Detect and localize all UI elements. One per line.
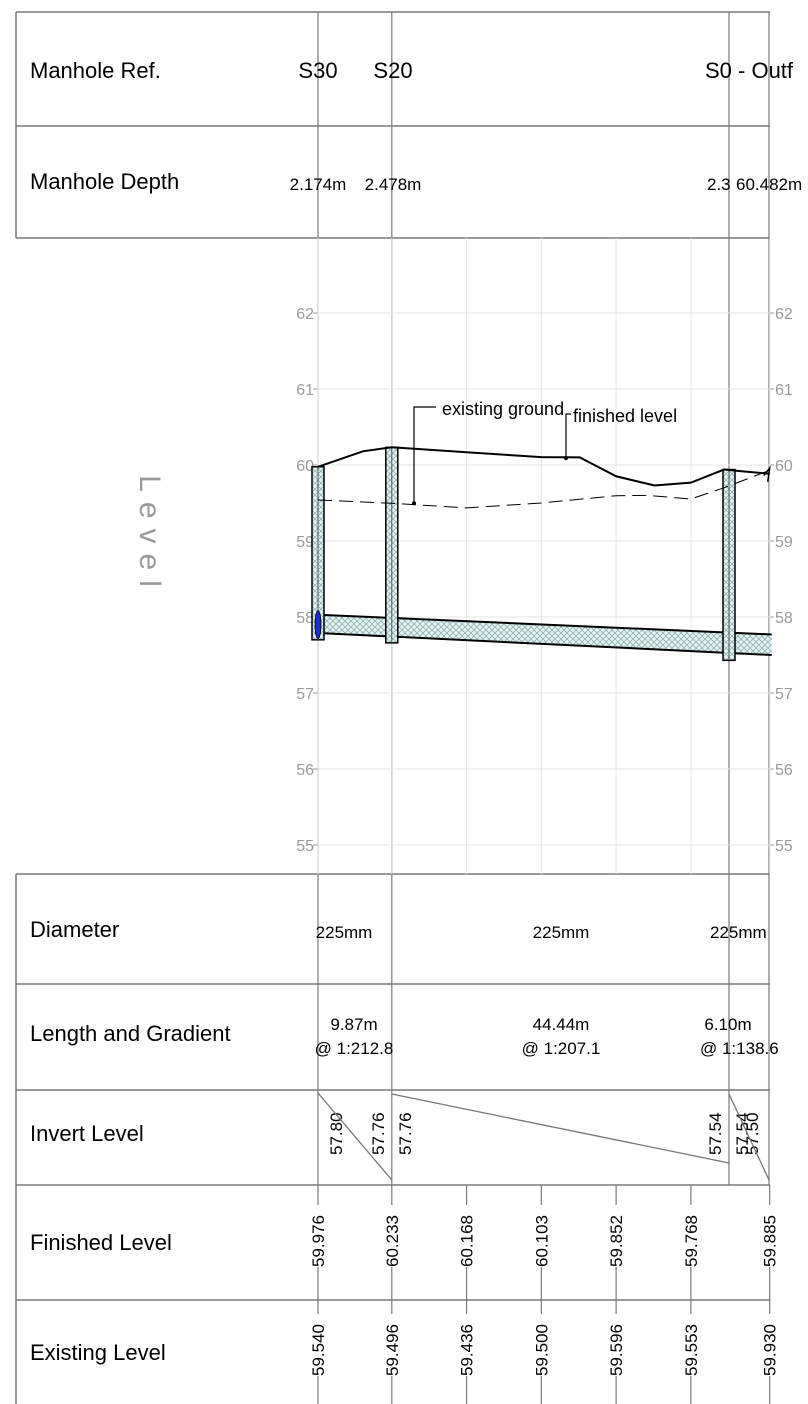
axis-title-level: Level [133, 475, 166, 597]
pipe-length-2: 44.44m [533, 1015, 590, 1034]
y-tick-right-57: 57 [775, 686, 793, 703]
row-label-invert-level: Invert Level [30, 1121, 144, 1146]
finished-level-value-1: 60.233 [383, 1215, 402, 1267]
invert-level-s20-in: 57.76 [369, 1112, 388, 1155]
y-tick-right-61: 61 [775, 382, 793, 399]
row-label-existing-level: Existing Level [30, 1340, 166, 1365]
manhole-depth-s20: 2.478m [365, 175, 422, 194]
existing-level-value-0: 59.540 [309, 1324, 328, 1376]
y-tick-left-62: 62 [296, 306, 314, 323]
finished-level-value-6: 59.885 [761, 1215, 780, 1267]
series-finished-level [317, 446, 770, 487]
y-tick-left-59: 59 [296, 534, 314, 551]
manhole-ref-s0: S0 - Outf [705, 58, 794, 83]
existing-level-value-6: 59.930 [761, 1324, 780, 1376]
finished-bg-0 [317, 1205, 331, 1267]
invert-level-s20-out: 57.76 [396, 1112, 415, 1155]
finished-level-value-4: 59.852 [607, 1215, 626, 1267]
y-tick-left-57: 57 [296, 686, 314, 703]
pipe-diameter-1: 225mm [316, 923, 373, 942]
finished-bg-6 [768, 1205, 783, 1267]
y-tick-left-58: 58 [296, 610, 314, 627]
existing-level-value-5: 59.553 [682, 1324, 701, 1376]
invert-diagonal-0 [317, 1092, 393, 1181]
finished-bg-3 [540, 1205, 555, 1267]
finished-bg-2 [465, 1205, 480, 1267]
pipe-fill [318, 614, 772, 655]
existing-bg-0 [317, 1314, 331, 1376]
leader-existing-dot [412, 501, 416, 506]
y-tick-right-59: 59 [775, 534, 793, 551]
finished-bg-4 [615, 1205, 630, 1267]
row-label-manhole-depth: Manhole Depth [30, 169, 179, 194]
existing-bg-6 [768, 1314, 783, 1376]
existing-bg-5 [689, 1314, 704, 1376]
invert-level-s0-out: 57.54 [733, 1112, 752, 1155]
invert-level-outfall: 57.50 [743, 1112, 762, 1155]
invert-diagonal-2 [728, 1093, 770, 1181]
row-label-length-gradient: Length and Gradient [30, 1021, 231, 1046]
pipe-length-3: 6.10m [704, 1015, 751, 1034]
chart-marks: 59.976 60.233 60.168 60.103 59.852 59.768 59.8… [309, 1092, 783, 1376]
outfall-marker [763, 465, 771, 482]
invert-level-s30: 57.80 [327, 1112, 346, 1155]
pipe-diameter-3: 225mm [710, 923, 767, 942]
leader-finished-level [565, 413, 571, 459]
existing-bg-1 [390, 1314, 405, 1376]
existing-level-value-2: 59.436 [458, 1324, 477, 1376]
existing-bg-3 [540, 1314, 555, 1376]
y-tick-left-60: 60 [296, 458, 314, 475]
outfall-depth: 60.482m [736, 175, 802, 194]
leader-finished-dot [564, 456, 568, 461]
annotation-existing-ground: existing ground [442, 399, 564, 419]
y-tick-left-61: 61 [296, 382, 314, 399]
finished-bg-1 [390, 1205, 405, 1267]
y-tick-right-55: 55 [775, 838, 793, 855]
manhole-depth-s0: 2.3 [707, 175, 731, 194]
series-existing-ground [317, 469, 770, 509]
existing-level-value-4: 59.596 [607, 1324, 626, 1376]
existing-bg-4 [615, 1314, 630, 1376]
row-label-manhole-ref: Manhole Ref. [30, 58, 161, 83]
pipe-gradient-3: @ 1:138.6 [700, 1039, 779, 1058]
row-label-diameter: Diameter [30, 917, 119, 942]
existing-level-value-3: 59.500 [532, 1324, 551, 1376]
pipe-gradient-2: @ 1:207.1 [522, 1039, 601, 1058]
invert-level-s0-in: 57.54 [706, 1112, 725, 1155]
y-tick-right-58: 58 [775, 610, 793, 627]
finished-bg-5 [689, 1205, 704, 1267]
finished-level-value-3: 60.103 [532, 1215, 551, 1267]
y-tick-right-56: 56 [775, 762, 793, 779]
y-tick-right-62: 62 [775, 306, 793, 323]
manhole-ref-s20: S20 [373, 58, 412, 83]
existing-bg-2 [465, 1314, 480, 1376]
pipe-length-1: 9.87m [330, 1015, 377, 1034]
y-tick-left-56: 56 [296, 762, 314, 779]
pipe-diameter-2: 225mm [533, 923, 590, 942]
row-label-finished-level: Finished Level [30, 1230, 172, 1255]
flow-marker [314, 610, 322, 639]
finished-level-value-2: 60.168 [458, 1215, 477, 1267]
manhole-ref-s30: S30 [298, 58, 337, 83]
y-tick-right-60: 60 [775, 458, 793, 475]
finished-level-value-0: 59.976 [309, 1215, 328, 1267]
pipe-gradient-1: @ 1:212.8 [315, 1039, 394, 1058]
invert-diagonal-1 [391, 1093, 730, 1164]
existing-level-value-1: 59.496 [383, 1324, 402, 1376]
level-chart [311, 406, 772, 662]
y-tick-left-55: 55 [296, 838, 314, 855]
leader-existing-ground [413, 406, 436, 504]
manhole-depth-s30: 2.174m [290, 175, 347, 194]
finished-level-value-5: 59.768 [682, 1215, 701, 1267]
annotation-finished-level: finished level [573, 406, 677, 426]
table-frame [15, 11, 771, 1404]
level-grid: 62 62 61 61 60 60 59 59 58 58 57 57 56 56 55 55 [296, 238, 793, 874]
